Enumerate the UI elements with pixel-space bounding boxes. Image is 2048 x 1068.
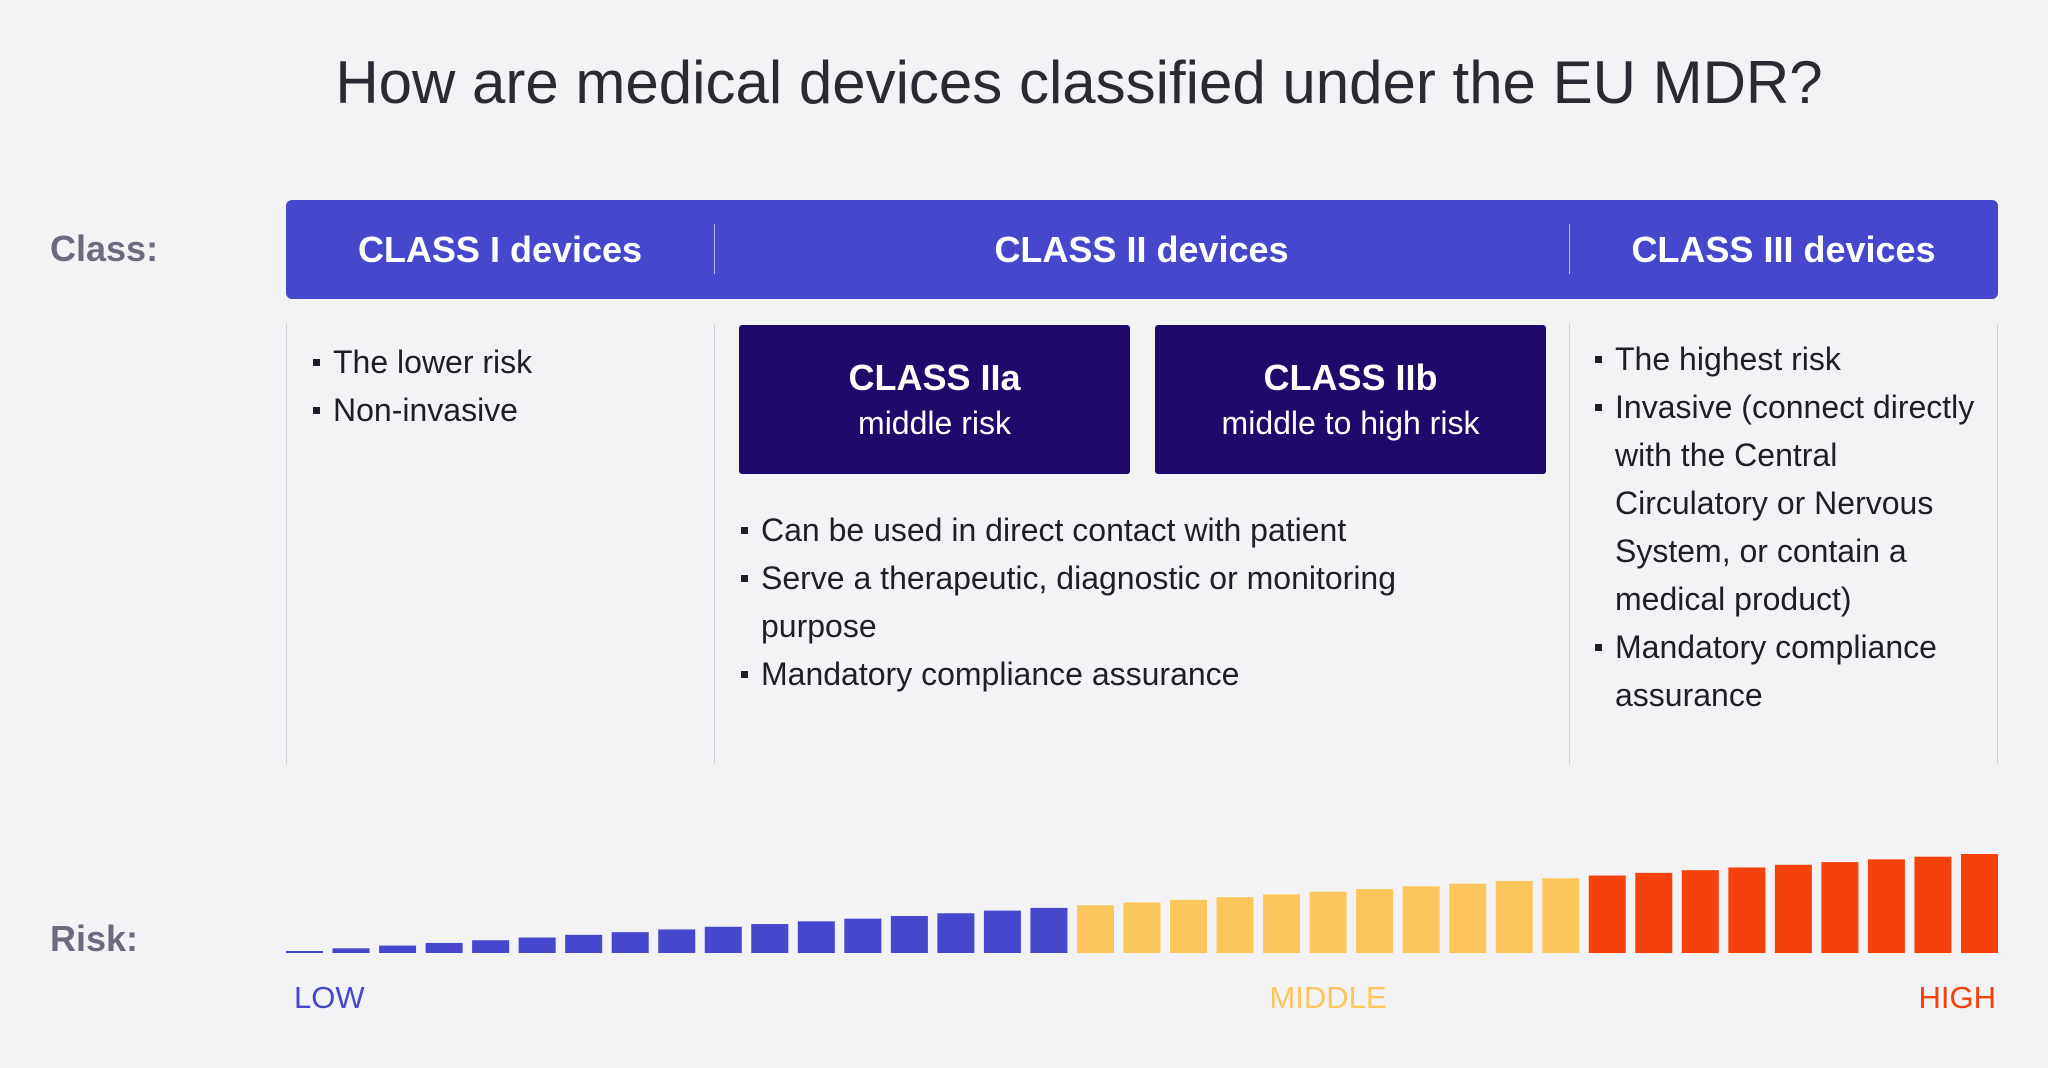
bullet: Mandatory compliance assurance	[739, 650, 1499, 698]
risk-segment	[844, 918, 882, 953]
risk-segment	[797, 921, 835, 953]
risk-segment	[1681, 870, 1719, 953]
risk-segment	[286, 951, 324, 953]
risk-segment	[1588, 875, 1626, 953]
risk-segment	[1030, 907, 1068, 953]
divider	[714, 224, 715, 274]
risk-segment	[1495, 880, 1533, 953]
bullet: Can be used in direct contact with patie…	[739, 506, 1499, 554]
subclass-risk: middle to high risk	[1221, 405, 1480, 441]
risk-bar	[286, 854, 1998, 953]
bullet: Non-invasive	[311, 386, 691, 434]
column-line	[286, 324, 287, 764]
risk-segment	[1309, 891, 1347, 953]
bullet-list: The lower risk Non-invasive	[311, 338, 691, 434]
risk-segment	[1263, 894, 1301, 953]
row-label: Class:	[50, 228, 159, 269]
risk-segment	[1960, 854, 1998, 953]
header-bar	[286, 200, 1998, 299]
column-header: CLASS III devices	[1631, 229, 1936, 270]
risk-segment	[518, 937, 556, 953]
risk-segment	[1449, 883, 1487, 953]
bullet: Invasive (connect directly with the Cent…	[1593, 383, 1993, 623]
subclass-name: CLASS IIb	[1263, 357, 1438, 398]
risk-segment	[611, 932, 649, 953]
subclass-box: CLASS IIa middle risk	[739, 325, 1130, 474]
bullet-list: The highest risk Invasive (connect direc…	[1593, 335, 1993, 719]
risk-segment	[1076, 905, 1114, 953]
risk-segment	[1914, 856, 1952, 953]
scale-label: MIDDLE	[1269, 980, 1387, 1015]
divider	[1569, 224, 1570, 274]
risk-segment	[1123, 902, 1161, 953]
risk-segment	[1542, 878, 1580, 953]
risk-segment	[425, 942, 463, 953]
bullet: Serve a therapeutic, diagnostic or monit…	[739, 554, 1499, 650]
subclass-name: CLASS IIa	[848, 357, 1021, 398]
bullet-list: Can be used in direct contact with patie…	[739, 506, 1499, 698]
column-line	[1997, 324, 1998, 764]
risk-segment	[1821, 862, 1859, 953]
column-line	[714, 324, 715, 764]
risk-segment	[937, 913, 975, 953]
subclass-box: CLASS IIb middle to high risk	[1155, 325, 1546, 474]
risk-segment	[658, 929, 696, 953]
risk-segment	[1867, 859, 1905, 953]
risk-segment	[1774, 864, 1812, 953]
bullet: The highest risk	[1593, 335, 1993, 383]
column-header: CLASS II devices	[994, 229, 1289, 270]
risk-segment	[1356, 889, 1394, 953]
risk-segment	[1170, 899, 1208, 953]
bullet: The lower risk	[311, 338, 691, 386]
risk-segment	[890, 915, 928, 953]
risk-segment	[1635, 872, 1673, 953]
risk-segment	[565, 934, 603, 953]
scale-label: HIGH	[1918, 980, 1997, 1015]
scale-label: LOW	[294, 980, 365, 1015]
risk-segment	[1728, 867, 1766, 953]
risk-segment	[751, 924, 789, 953]
risk-segment	[983, 910, 1021, 953]
row-label: Risk:	[50, 918, 139, 959]
risk-segment	[704, 926, 742, 953]
risk-segment	[332, 948, 370, 953]
column-line	[1569, 324, 1570, 764]
risk-segment	[472, 940, 510, 953]
subclass-risk: middle risk	[858, 405, 1011, 441]
risk-segment	[1216, 897, 1254, 953]
risk-segment	[1402, 886, 1440, 953]
column-header: CLASS I devices	[357, 229, 643, 270]
risk-segment	[379, 945, 417, 953]
bullet: Mandatory compliance assurance	[1593, 623, 1993, 719]
title: How are medical devices classified under…	[335, 49, 1823, 116]
